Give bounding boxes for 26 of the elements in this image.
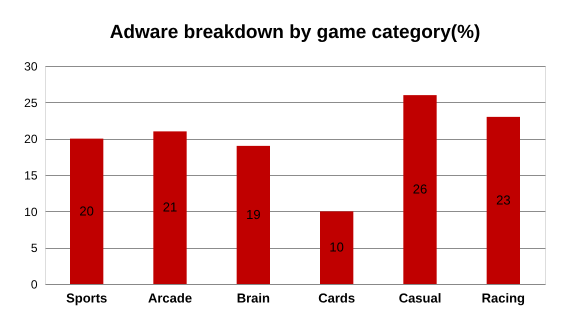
y-tick-label: 30 xyxy=(24,60,38,74)
bar xyxy=(70,138,104,284)
bar xyxy=(153,131,187,284)
data-label: 23 xyxy=(496,192,511,208)
y-tick-label: 25 xyxy=(24,96,38,110)
x-tick-label: Cards xyxy=(318,290,356,306)
y-tick-label: 5 xyxy=(30,241,38,256)
data-label: 26 xyxy=(412,182,428,197)
data-label: 19 xyxy=(246,206,261,222)
x-tick-label: Brain xyxy=(236,290,270,306)
data-label: 10 xyxy=(329,240,344,255)
y-tick-label: 20 xyxy=(24,132,38,146)
x-tick-label: Casual xyxy=(398,290,442,306)
bar xyxy=(486,116,520,284)
bar xyxy=(403,95,437,284)
data-label: 21 xyxy=(162,200,178,215)
y-tick-label: 10 xyxy=(24,204,38,219)
y-tick-label: 0 xyxy=(30,278,38,292)
y-tick-label: 15 xyxy=(24,168,38,182)
x-tick-label: Sports xyxy=(66,290,108,306)
chart-title: Adware breakdown by game category(%) xyxy=(110,22,480,43)
x-tick-label: Arcade xyxy=(148,290,192,306)
x-tick-label: Racing xyxy=(482,290,526,306)
bar xyxy=(320,211,354,284)
data-label: 20 xyxy=(79,203,94,218)
bar xyxy=(236,146,270,284)
